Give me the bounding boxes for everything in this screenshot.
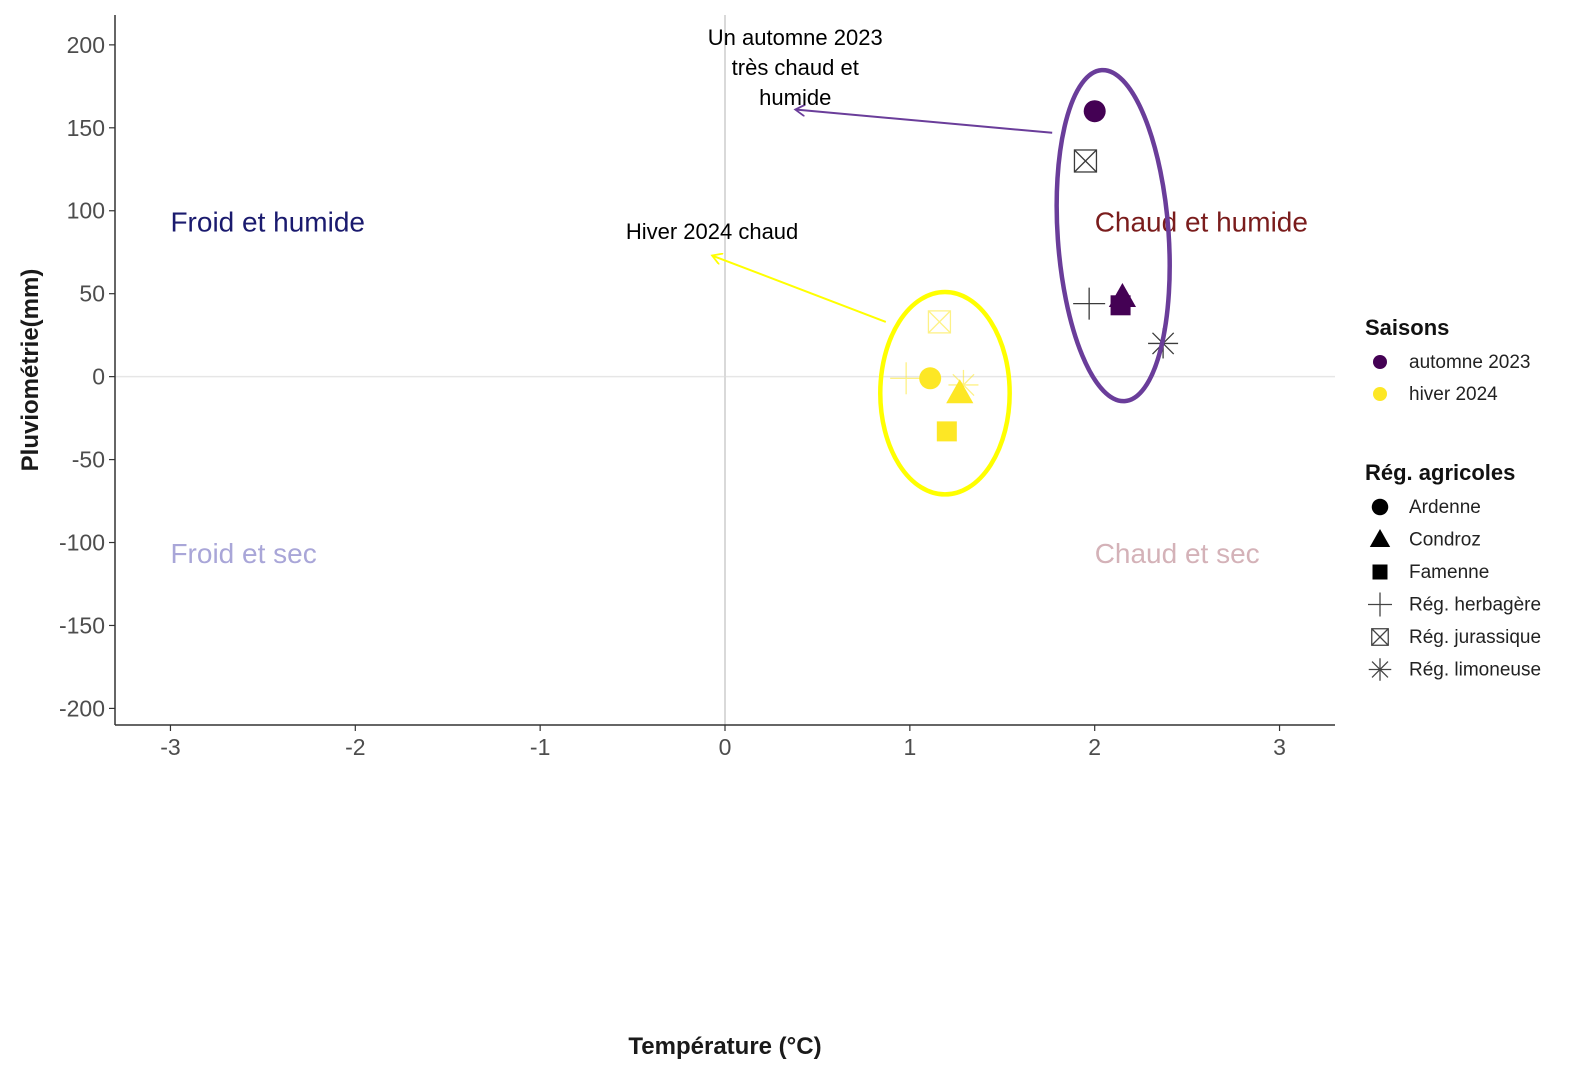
annotation-text: Hiver 2024 chaud bbox=[626, 219, 798, 244]
quadrant-label: Froid et humide bbox=[170, 206, 365, 237]
quadrant-label: Froid et sec bbox=[170, 538, 316, 569]
x-tick-label: 3 bbox=[1273, 734, 1286, 760]
y-tick-label: 100 bbox=[67, 198, 105, 224]
legend-color-key bbox=[1373, 355, 1387, 369]
y-tick-label: -50 bbox=[72, 447, 105, 473]
point-square bbox=[1110, 295, 1131, 316]
y-tick-label: -100 bbox=[59, 530, 105, 556]
point-plus bbox=[1073, 287, 1106, 320]
circle-mark bbox=[1371, 498, 1389, 516]
point-boxed-x bbox=[1073, 149, 1098, 173]
legend-color-label: hiver 2024 bbox=[1409, 384, 1498, 405]
point-circle bbox=[919, 367, 942, 390]
x-tick-label: -2 bbox=[345, 734, 365, 760]
point-square bbox=[1372, 564, 1388, 580]
x-axis-title: Température (°C) bbox=[628, 1033, 821, 1060]
annotation-text: humide bbox=[759, 85, 831, 110]
point-asterisk bbox=[1368, 658, 1392, 681]
box-diag-2 bbox=[1371, 628, 1389, 646]
y-tick-label: -200 bbox=[59, 695, 105, 721]
annotation-ellipse bbox=[878, 289, 1012, 497]
point-boxed-x bbox=[1371, 628, 1389, 646]
point-boxed-x bbox=[927, 310, 952, 334]
x-tick-label: 1 bbox=[903, 734, 916, 760]
circle-mark bbox=[919, 367, 942, 390]
quadrant-label: Chaud et humide bbox=[1095, 206, 1308, 237]
annotation-text: très chaud et bbox=[732, 55, 859, 80]
annotation-text: Un automne 2023 bbox=[708, 25, 883, 50]
box-diag-2 bbox=[927, 310, 951, 334]
triangle-mark bbox=[946, 379, 974, 404]
box-mark bbox=[927, 310, 952, 334]
triangle-mark bbox=[1369, 529, 1391, 547]
series-1 bbox=[890, 310, 979, 442]
legend-shape-label: Ardenne bbox=[1409, 497, 1481, 518]
series-0 bbox=[1073, 100, 1179, 359]
legend-shape-label: Rég. herbagère bbox=[1409, 595, 1541, 616]
y-axis-title: Pluviométrie(mm) bbox=[17, 269, 44, 472]
y-tick-label: 150 bbox=[67, 115, 105, 141]
point-triangle bbox=[1369, 529, 1391, 547]
point-plus bbox=[1368, 592, 1392, 617]
y-tick-label: -150 bbox=[59, 612, 105, 638]
square-mark bbox=[936, 421, 957, 442]
y-tick-label: 0 bbox=[92, 364, 105, 390]
y-tick-label: 200 bbox=[67, 32, 105, 58]
x-tick-label: 2 bbox=[1088, 734, 1101, 760]
legend-shape-label: Condroz bbox=[1409, 530, 1481, 551]
point-circle bbox=[1083, 100, 1106, 123]
asterisk-arm bbox=[1371, 661, 1389, 678]
legend-color-key bbox=[1373, 387, 1387, 401]
x-tick-label: -1 bbox=[530, 734, 550, 760]
x-tick-label: -3 bbox=[160, 734, 180, 760]
x-tick-label: 0 bbox=[719, 734, 732, 760]
point-triangle bbox=[946, 379, 974, 404]
box-mark bbox=[1371, 628, 1389, 646]
legend-shape-label: Rég. jurassique bbox=[1409, 627, 1541, 648]
legend-shape-label: Famenne bbox=[1409, 562, 1489, 583]
square-mark bbox=[1372, 564, 1388, 580]
annotation-ellipse bbox=[1054, 67, 1172, 404]
legend: Saisons automne 2023 hiver 2024 Rég. agrico… bbox=[1365, 315, 1541, 681]
square-mark bbox=[1110, 295, 1131, 316]
legend-shape-label: Rég. limoneuse bbox=[1409, 660, 1541, 681]
box-mark bbox=[1073, 149, 1098, 173]
legend-color-label: automne 2023 bbox=[1409, 352, 1531, 373]
box-diag-2 bbox=[1073, 149, 1097, 173]
annotation-arrow bbox=[795, 110, 1053, 134]
y-tick-label: 50 bbox=[79, 281, 105, 307]
annotation-arrow bbox=[712, 256, 887, 323]
circle-mark bbox=[1083, 100, 1106, 123]
legend-shape-title: Rég. agricoles bbox=[1365, 460, 1515, 485]
point-circle bbox=[1371, 498, 1389, 516]
quadrant-label: Chaud et sec bbox=[1095, 538, 1260, 569]
point-square bbox=[936, 421, 957, 442]
point-plus bbox=[890, 362, 923, 395]
legend-color-title: Saisons bbox=[1365, 315, 1449, 340]
